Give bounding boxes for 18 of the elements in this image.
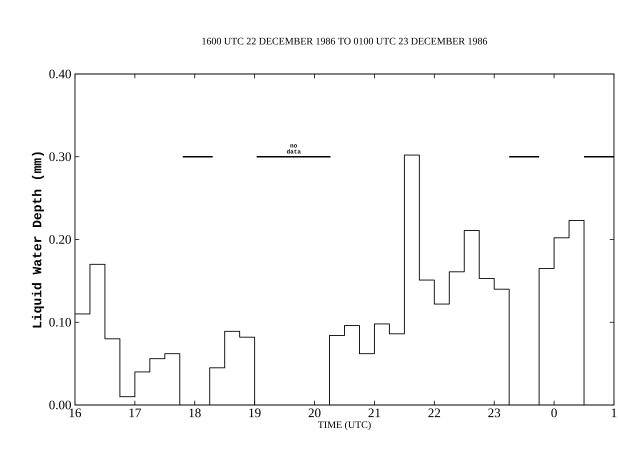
x-tick-label: 21 — [368, 408, 380, 418]
x-tick-label: 17 — [130, 408, 141, 418]
y-tick-label: 0.40 — [49, 70, 71, 78]
y-tick-label: 0.20 — [49, 235, 71, 244]
x-tick-label: 1 — [612, 408, 616, 418]
x-tick-label: 19 — [249, 408, 261, 418]
y-tick-label: 0.10 — [49, 318, 71, 327]
x-tick-label: 16 — [70, 408, 82, 418]
y-axis-title: Liquid Water Depth (mm) — [32, 152, 44, 328]
x-tick-label: 23 — [488, 408, 500, 418]
y-tick-label: 0.00 — [49, 400, 71, 410]
x-tick-label: 22 — [428, 408, 440, 418]
x-axis-title: TIME (UTC) — [318, 421, 371, 430]
chart-title: 1600 UTC 22 DECEMBER 1986 TO 0100 UTC 23 DECEMBER 1986 — [202, 38, 488, 44]
y-tick-label: 0.30 — [49, 152, 71, 162]
x-tick-label: 20 — [308, 408, 321, 418]
x-tick-label: 0 — [551, 408, 557, 418]
x-tick-label: 18 — [189, 408, 201, 418]
